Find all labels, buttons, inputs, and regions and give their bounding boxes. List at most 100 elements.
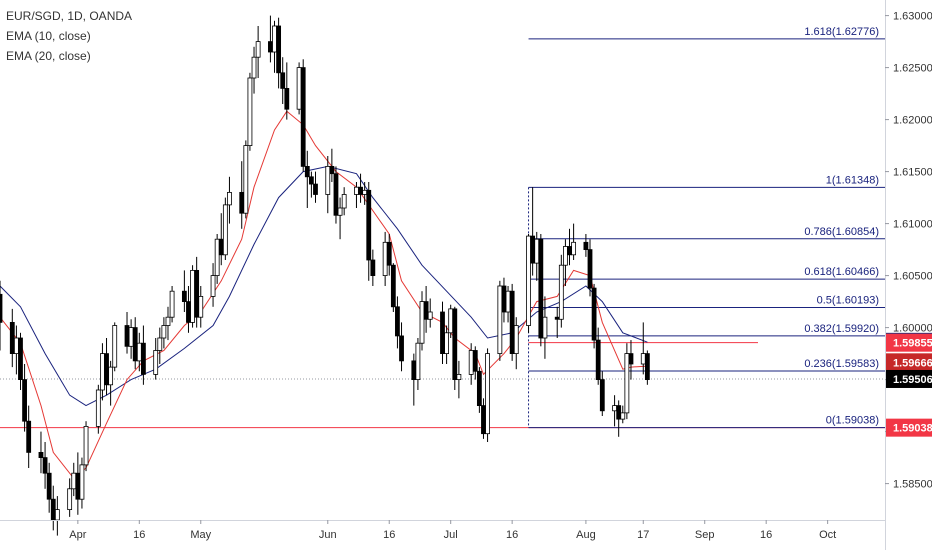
candle[interactable]	[124, 312, 130, 354]
symbol-legend[interactable]: EUR/SGD, 1D, OANDA	[6, 9, 133, 23]
ema20-legend[interactable]: EMA (20, close)	[6, 49, 91, 63]
candle[interactable]	[26, 405, 32, 468]
candle[interactable]	[136, 332, 142, 372]
ema10-legend[interactable]: EMA (10, close)	[6, 29, 91, 43]
candle[interactable]	[644, 350, 650, 385]
candle[interactable]	[251, 46, 257, 94]
candle[interactable]	[440, 301, 445, 364]
candle[interactable]	[587, 239, 593, 297]
candle[interactable]	[169, 286, 175, 323]
candle[interactable]	[452, 306, 458, 390]
candle[interactable]	[415, 338, 421, 390]
candle[interactable]	[427, 298, 433, 328]
candle[interactable]	[399, 322, 404, 372]
candle[interactable]	[79, 457, 85, 509]
candle[interactable]	[181, 270, 187, 312]
candle[interactable]	[161, 317, 167, 349]
candle[interactable]	[214, 234, 220, 284]
candle[interactable]	[325, 156, 331, 214]
candle[interactable]	[612, 395, 617, 427]
candle[interactable]	[419, 291, 425, 351]
candle[interactable]	[497, 280, 503, 361]
candle[interactable]	[75, 452, 81, 515]
candle[interactable]	[227, 176, 232, 224]
candle[interactable]	[333, 166, 339, 224]
candle[interactable]	[132, 317, 138, 370]
candle[interactable]	[620, 405, 626, 424]
candle[interactable]	[153, 338, 159, 380]
candle[interactable]	[100, 343, 105, 401]
candle[interactable]	[190, 265, 195, 328]
candle[interactable]	[448, 304, 454, 338]
candle[interactable]	[255, 26, 261, 78]
candle[interactable]	[284, 62, 290, 120]
candle[interactable]	[280, 57, 286, 104]
candle[interactable]	[411, 353, 417, 406]
candle[interactable]	[456, 360, 462, 399]
candle[interactable]	[505, 286, 511, 323]
candle[interactable]	[157, 327, 163, 364]
candle[interactable]	[50, 485, 56, 531]
candle[interactable]	[337, 197, 343, 240]
candle[interactable]	[382, 231, 388, 286]
candle[interactable]	[218, 213, 224, 266]
candle[interactable]	[198, 286, 204, 328]
candle[interactable]	[313, 171, 318, 203]
ema20-line[interactable]	[0, 165, 648, 407]
candle[interactable]	[304, 150, 310, 208]
candle[interactable]	[526, 234, 531, 333]
candle[interactable]	[472, 346, 478, 380]
candle[interactable]	[386, 234, 392, 276]
candle[interactable]	[628, 340, 634, 380]
candle[interactable]	[272, 20, 277, 73]
candle[interactable]	[583, 234, 589, 257]
candle[interactable]	[108, 360, 114, 406]
candle[interactable]	[276, 17, 282, 89]
candle[interactable]	[268, 15, 273, 63]
candle[interactable]	[624, 343, 630, 420]
candle[interactable]	[509, 283, 515, 361]
candle[interactable]	[370, 249, 376, 286]
candle[interactable]	[591, 283, 597, 349]
candle[interactable]	[112, 322, 118, 372]
candle[interactable]	[67, 478, 73, 517]
candle[interactable]	[165, 306, 171, 341]
candle[interactable]	[0, 280, 3, 351]
candle[interactable]	[485, 348, 490, 442]
candle[interactable]	[128, 319, 134, 359]
candle[interactable]	[538, 234, 544, 347]
candle[interactable]	[194, 256, 200, 328]
candle[interactable]	[501, 277, 507, 323]
candle[interactable]	[186, 286, 191, 333]
candle[interactable]	[141, 325, 146, 385]
candle[interactable]	[104, 338, 109, 396]
candle[interactable]	[542, 296, 548, 359]
time-axis[interactable]: Apr 16 May Jun 16 Jul 16 Aug 17 Sep 16 Oct	[0, 520, 885, 541]
candle[interactable]	[239, 161, 245, 229]
candle[interactable]	[296, 62, 302, 115]
candle[interactable]	[210, 263, 216, 307]
candle[interactable]	[222, 197, 228, 260]
candle[interactable]	[571, 223, 577, 260]
candle[interactable]	[83, 421, 89, 472]
candle[interactable]	[395, 296, 400, 349]
candle[interactable]	[481, 398, 486, 439]
price-axis[interactable]: 1.585001.590001.595001.600001.605001.610…	[885, 0, 932, 550]
candle[interactable]	[563, 239, 568, 286]
candle[interactable]	[13, 325, 19, 375]
candle[interactable]	[513, 317, 519, 370]
candle[interactable]	[444, 325, 449, 364]
candle[interactable]	[530, 187, 536, 276]
candle[interactable]	[71, 462, 77, 497]
candle[interactable]	[18, 332, 23, 390]
candle[interactable]	[308, 171, 314, 198]
candle[interactable]	[476, 367, 482, 413]
candle[interactable]	[595, 327, 601, 385]
candle[interactable]	[329, 148, 335, 182]
candle[interactable]	[554, 306, 560, 338]
candle[interactable]	[599, 371, 605, 416]
candle[interactable]	[616, 400, 622, 437]
candle[interactable]	[9, 308, 15, 368]
candle[interactable]	[300, 59, 306, 172]
